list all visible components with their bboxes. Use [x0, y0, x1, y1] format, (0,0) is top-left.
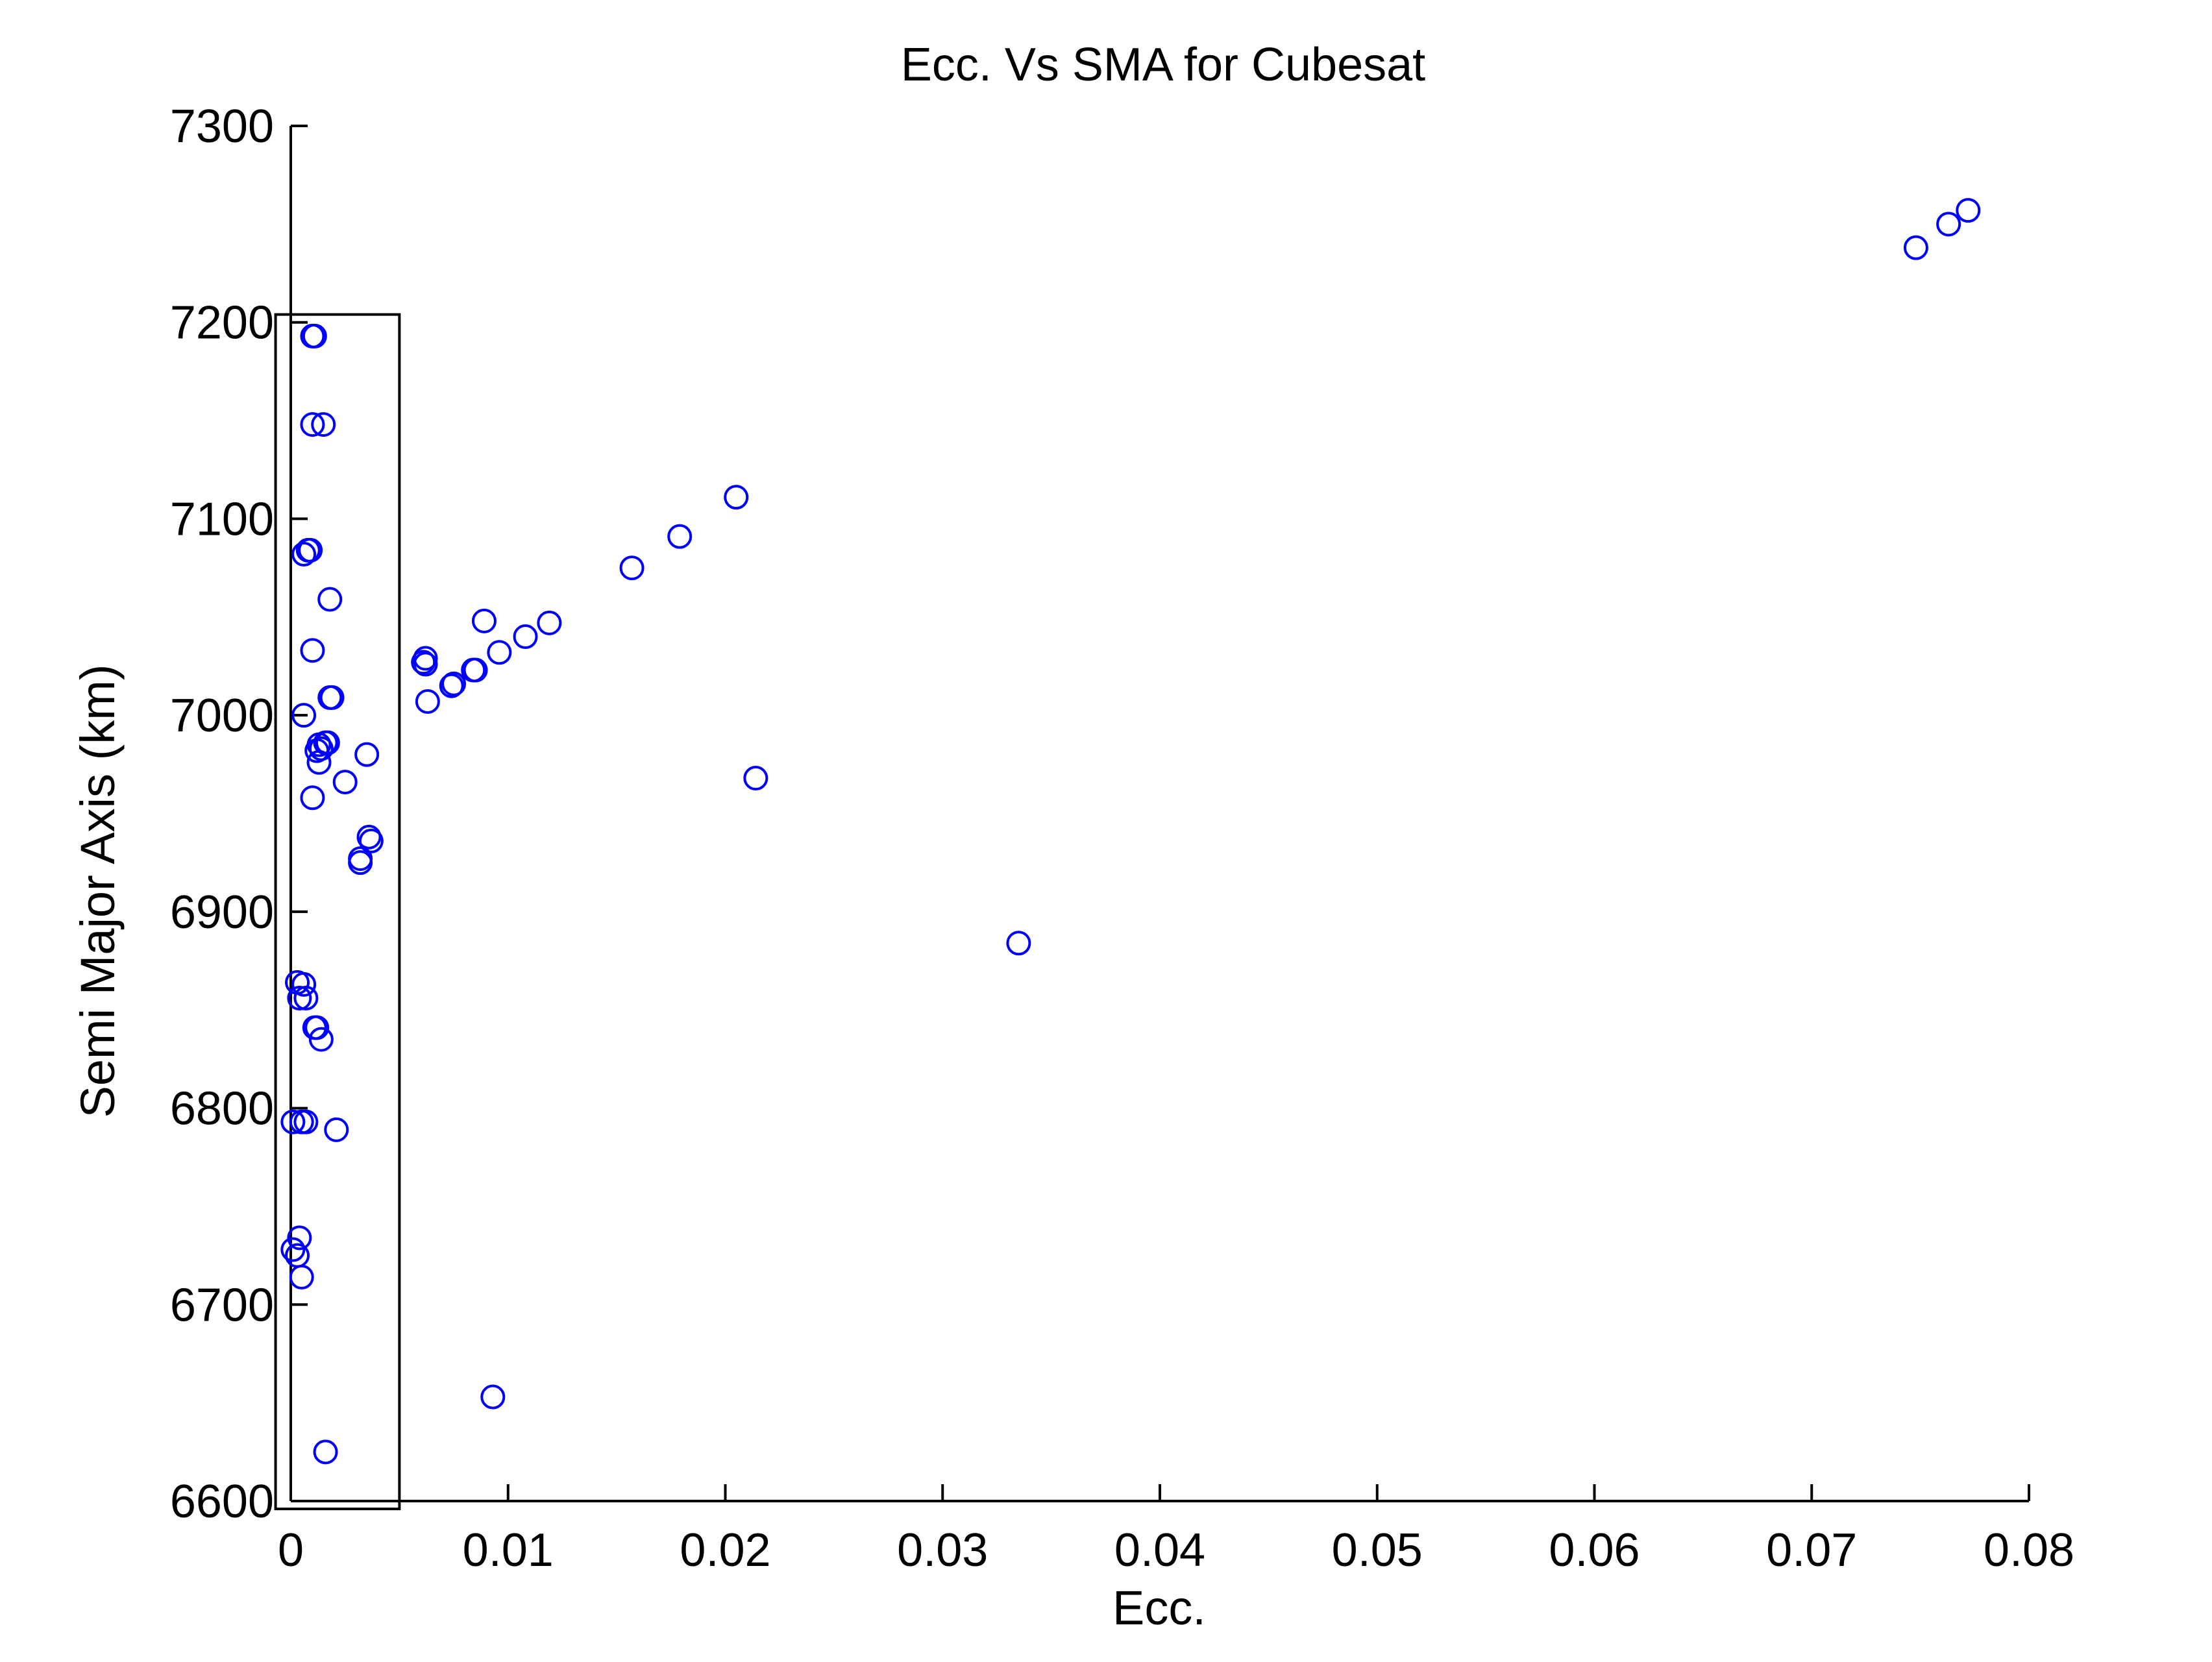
data-point [287, 986, 312, 1011]
data-point [471, 608, 497, 633]
data-point [304, 738, 330, 763]
data-point [743, 766, 768, 791]
data-point [280, 1237, 306, 1262]
data-point [619, 556, 645, 581]
data-point [300, 638, 325, 663]
y-axis-label: Semi Major Axis (km) [71, 665, 125, 1118]
data-point [295, 537, 321, 563]
data-point [413, 646, 438, 671]
data-point [293, 1109, 319, 1134]
data-point [300, 412, 325, 437]
data-point [291, 972, 317, 997]
y-tick-label: 6600 [170, 1476, 274, 1528]
data-points [280, 198, 1981, 1465]
y-tick-label: 6900 [170, 886, 274, 938]
x-tick-label: 0.01 [463, 1524, 554, 1576]
y-tick-label: 6800 [170, 1083, 274, 1135]
annotation-layer [274, 313, 401, 1511]
y-tick-label: 7000 [170, 690, 274, 742]
data-point [1903, 235, 1928, 260]
x-tick-label: 0.08 [1984, 1524, 2074, 1576]
x-tick-label: 0.07 [1766, 1524, 1857, 1576]
data-point [413, 652, 438, 677]
data-point [441, 671, 467, 696]
data-point [300, 785, 325, 811]
data-point [302, 323, 327, 348]
data-point [293, 986, 319, 1011]
x-tick-label: 0.05 [1332, 1524, 1423, 1576]
data-point [308, 1027, 334, 1052]
chart-title: Ecc. Vs SMA for Cubesat [901, 39, 1425, 91]
y-tick-label: 7300 [170, 101, 274, 153]
data-point [513, 624, 538, 650]
data-point [1006, 931, 1031, 956]
data-point [291, 541, 317, 567]
data-point [1956, 198, 1981, 223]
data-point [358, 828, 384, 853]
data-point [461, 657, 486, 683]
axes: 0 0.01 0.02 0.03 0.04 0.05 0.06 0.07 0.08 6600 670… [170, 101, 2074, 1576]
data-point [280, 1109, 306, 1134]
data-point [411, 650, 436, 675]
data-point [324, 1117, 349, 1142]
data-point [356, 824, 382, 849]
y-tick-label: 7200 [170, 297, 274, 349]
data-point [439, 673, 464, 698]
data-point [332, 770, 358, 795]
data-point [415, 689, 440, 714]
data-point [289, 1264, 314, 1289]
data-point [317, 587, 343, 612]
x-tick-label: 0.04 [1114, 1524, 1205, 1576]
x-tick-label: 0.02 [680, 1524, 770, 1576]
annotation-box [274, 313, 401, 1511]
y-tick-label: 7100 [170, 493, 274, 545]
y-tick-label: 6700 [170, 1279, 274, 1331]
x-tick-label: 0.06 [1549, 1524, 1640, 1576]
data-point [311, 412, 336, 437]
data-point [487, 640, 512, 665]
data-point [319, 685, 345, 710]
data-point [354, 742, 380, 767]
data-point [1936, 212, 1961, 237]
data-point [291, 703, 317, 728]
data-point [537, 610, 562, 635]
data-point [724, 485, 749, 510]
data-point [480, 1384, 506, 1410]
data-point [287, 1225, 312, 1251]
data-point [348, 846, 373, 872]
x-tick-label: 0 [278, 1524, 304, 1576]
data-point [313, 730, 338, 755]
data-point [313, 1439, 338, 1465]
data-point [304, 1015, 330, 1040]
x-axis-label: Ecc. [1112, 1581, 1206, 1635]
data-point [667, 524, 693, 549]
x-tick-label: 0.03 [897, 1524, 988, 1576]
